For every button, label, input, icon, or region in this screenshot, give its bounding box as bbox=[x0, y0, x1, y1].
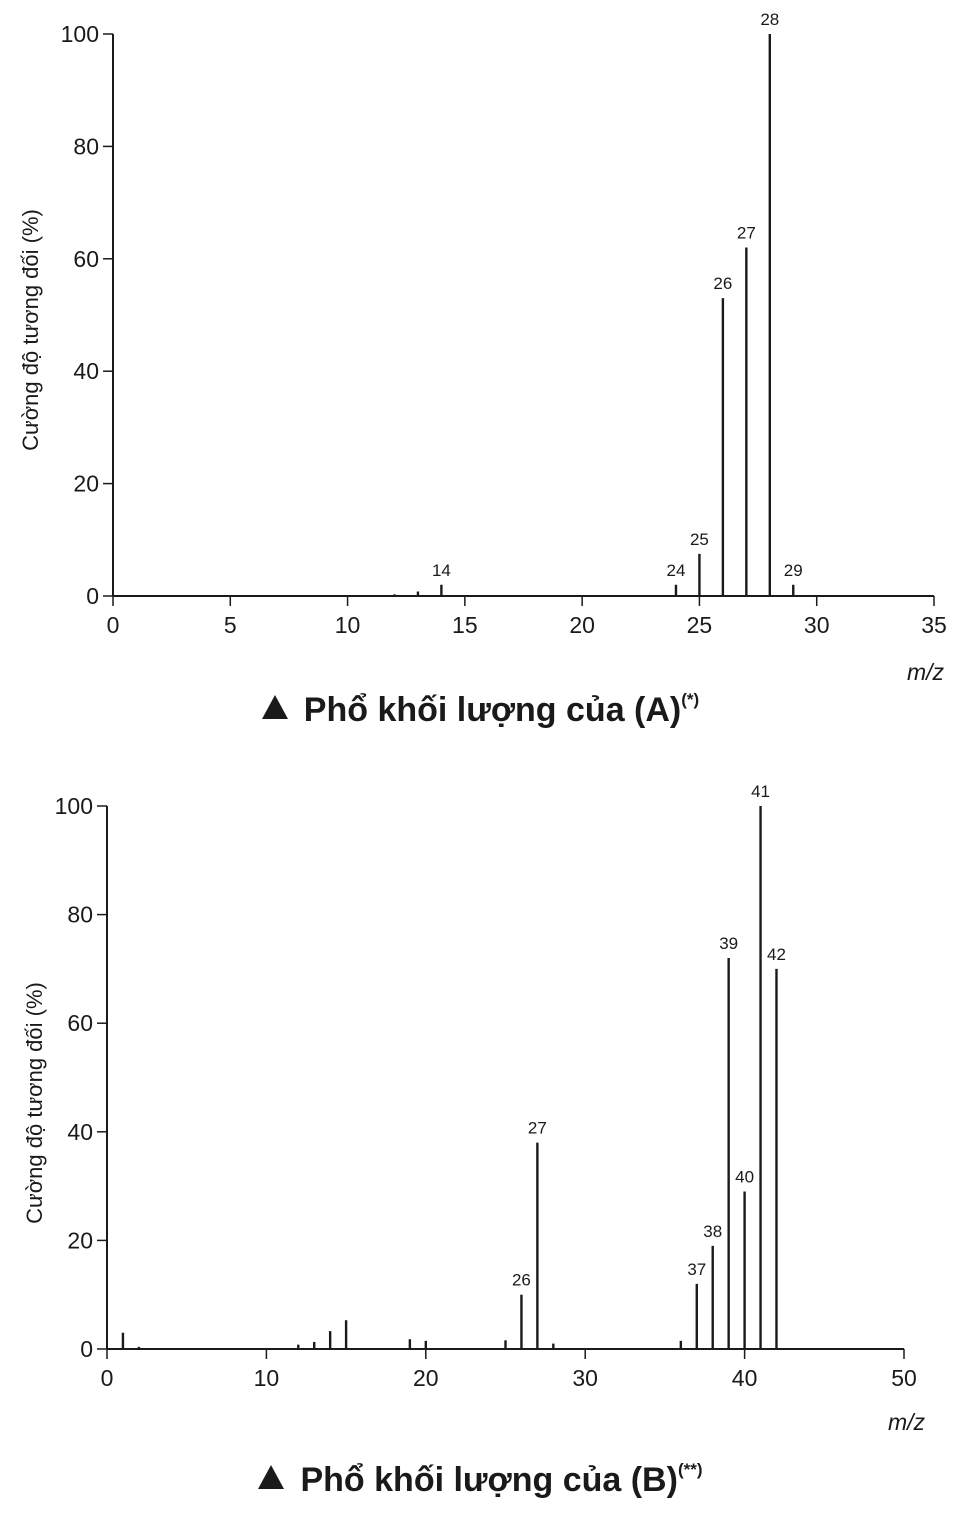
chart-a-y-tick-label: 60 bbox=[73, 246, 99, 272]
chart-b-y-axis-title: Cường độ tương đối (%) bbox=[22, 982, 47, 1224]
chart-b-x-tick-label: 40 bbox=[732, 1365, 758, 1391]
chart-a-title-footnote: (*) bbox=[681, 690, 700, 709]
chart-b-x-axis-title: m/z bbox=[888, 1409, 926, 1435]
chart-a-y-tick-label: 20 bbox=[73, 471, 99, 497]
chart-b-y-tick-label: 20 bbox=[67, 1227, 93, 1253]
chart-a-x-tick-label: 5 bbox=[224, 612, 237, 638]
chart-b-x-tick-label: 20 bbox=[413, 1365, 439, 1391]
chart-b-title: Phổ khối lượng của (B) bbox=[300, 1461, 678, 1499]
chart-a-x-tick-label: 30 bbox=[804, 612, 830, 638]
chart-a-x-tick-label: 20 bbox=[569, 612, 595, 638]
chart-b-peak-label-39: 39 bbox=[719, 934, 738, 953]
chart-a-x-tick-label: 10 bbox=[335, 612, 361, 638]
chart-a-caption: Phổ khối lượng của (A)(*) bbox=[0, 690, 961, 730]
chart-a-y-tick-label: 80 bbox=[73, 133, 99, 159]
chart-b-title-footnote: (**) bbox=[677, 1460, 703, 1479]
chart-a-peak-label-29: 29 bbox=[784, 561, 803, 580]
chart-b-caption: Phổ khối lượng của (B)(**) bbox=[0, 1460, 961, 1500]
chart-b-x-tick-label: 50 bbox=[891, 1365, 917, 1391]
chart-a-peak-label-28: 28 bbox=[760, 10, 779, 29]
chart-b-x-tick-label: 30 bbox=[572, 1365, 598, 1391]
chart-b-y-tick-label: 80 bbox=[67, 902, 93, 928]
chart-a-y-tick-label: 40 bbox=[73, 358, 99, 384]
chart-b-peak-label-26: 26 bbox=[512, 1271, 531, 1290]
chart-a-peak-label-26: 26 bbox=[713, 274, 732, 293]
chart-a-peak-label-14: 14 bbox=[432, 561, 451, 580]
chart-a-y-tick-label: 100 bbox=[61, 21, 99, 47]
chart-b-y-tick-label: 60 bbox=[67, 1010, 93, 1036]
chart-a-peak-label-27: 27 bbox=[737, 224, 756, 243]
triangle-marker-icon bbox=[258, 1465, 285, 1489]
chart-a-x-tick-label: 25 bbox=[687, 612, 713, 638]
chart-b-peak-label-41: 41 bbox=[751, 782, 770, 801]
chart-b-x-tick-label: 0 bbox=[101, 1365, 114, 1391]
chart-a-y-tick-label: 0 bbox=[86, 583, 99, 609]
chart-a-x-axis-title: m/z bbox=[907, 659, 945, 685]
chart-b-y-tick-label: 100 bbox=[55, 793, 93, 819]
chart-a-x-tick-label: 0 bbox=[107, 612, 120, 638]
chart-b-peak-label-38: 38 bbox=[703, 1222, 722, 1241]
chart-a-title: Phổ khối lượng của (A) bbox=[303, 691, 682, 729]
chart-b-peak-label-37: 37 bbox=[687, 1260, 706, 1279]
chart-b-peak-label-42: 42 bbox=[767, 945, 786, 964]
chart-b-peak-label-27: 27 bbox=[528, 1119, 547, 1138]
chart-a-y-axis-title: Cường độ tương đối (%) bbox=[18, 209, 43, 451]
chart-b-y-tick-label: 40 bbox=[67, 1119, 93, 1145]
chart-a-x-tick-label: 15 bbox=[452, 612, 478, 638]
chart-b-y-tick-label: 0 bbox=[80, 1336, 93, 1362]
triangle-marker-icon bbox=[261, 695, 288, 719]
chart-a-x-tick-label: 35 bbox=[921, 612, 947, 638]
chart-a-peak-label-24: 24 bbox=[667, 561, 686, 580]
chart-b-x-tick-label: 10 bbox=[254, 1365, 280, 1391]
chart-b-peak-label-40: 40 bbox=[735, 1168, 754, 1187]
chart-a-peak-label-25: 25 bbox=[690, 530, 709, 549]
